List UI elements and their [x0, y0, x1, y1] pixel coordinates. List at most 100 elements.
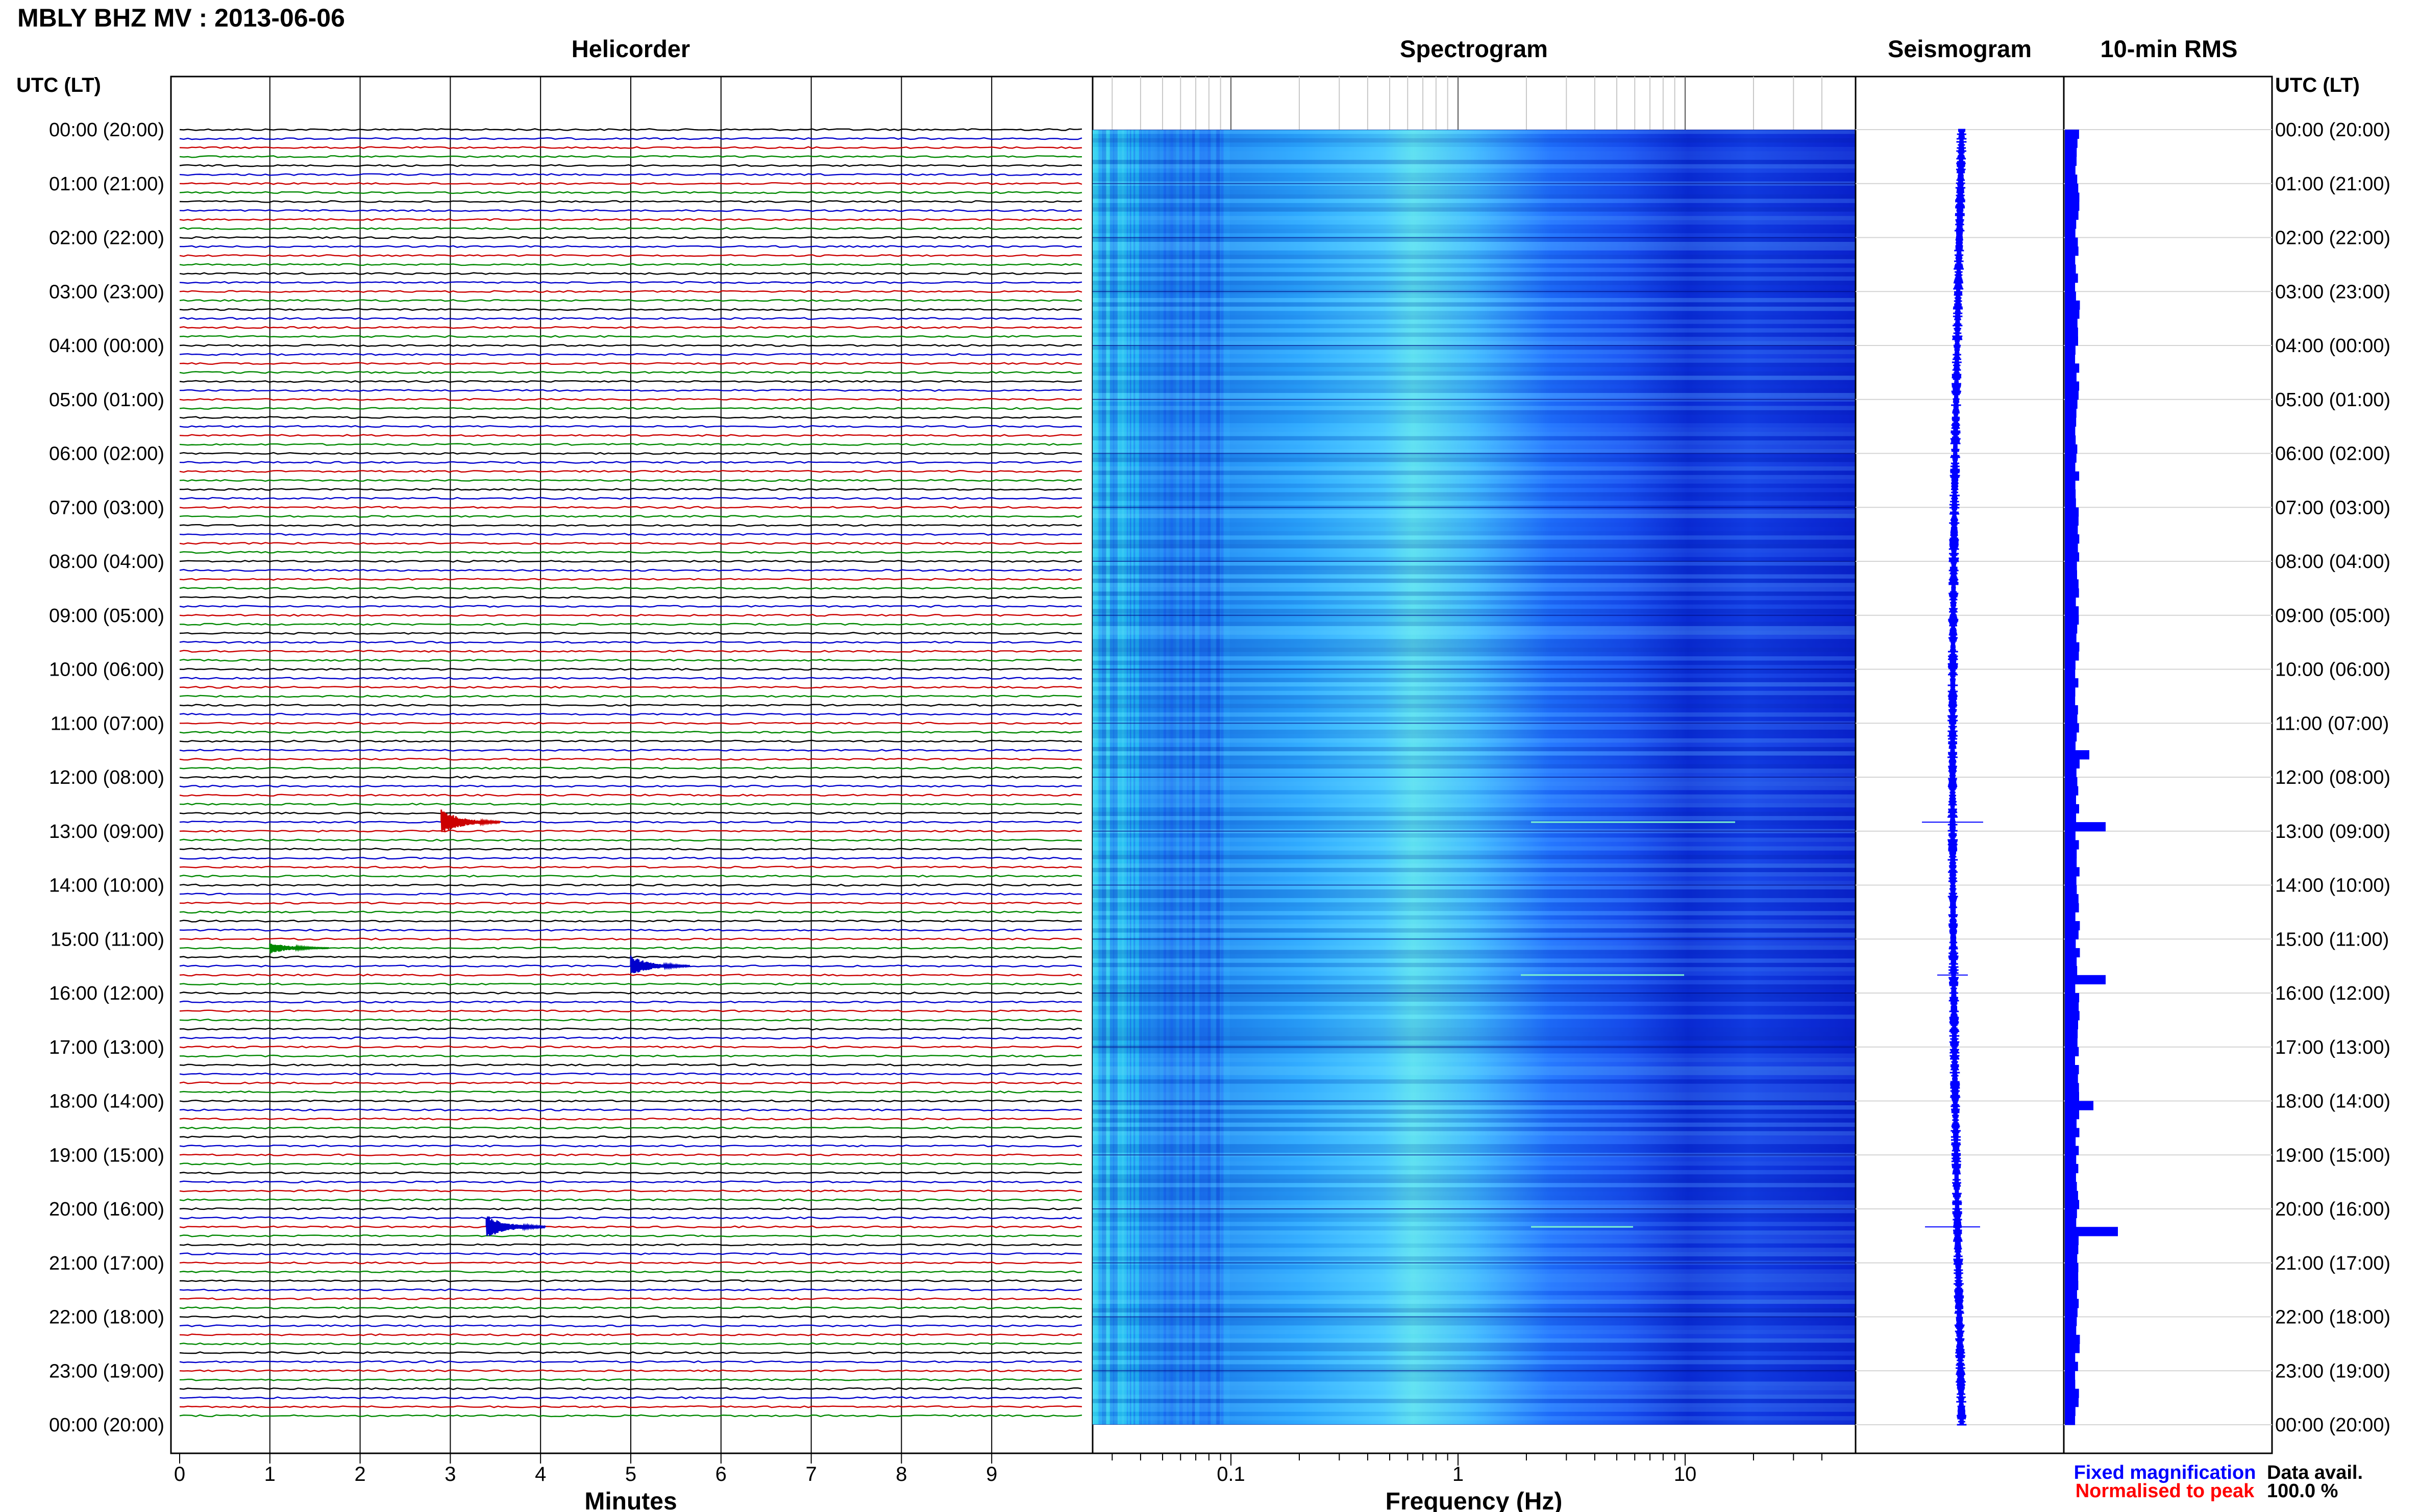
spectrogram-band — [1093, 976, 1856, 980]
rms-bar — [2065, 1353, 2076, 1362]
helicorder-trace — [179, 469, 1082, 473]
seismic-event — [485, 1216, 547, 1236]
spectrogram-band — [1093, 755, 1856, 760]
spectrogram-band — [1093, 1109, 1856, 1114]
rms-bar — [2065, 687, 2076, 697]
spectrogram-band — [1093, 475, 1856, 480]
rms-bar — [2065, 228, 2076, 238]
helicorder-trace — [179, 947, 1082, 950]
spectrogram-band — [1093, 911, 1856, 915]
x-tick-label: 2 — [354, 1463, 365, 1485]
spectrogram-band — [1093, 513, 1856, 518]
spectrogram-band — [1093, 790, 1856, 795]
spectrogram-band — [1093, 1347, 1856, 1352]
rms-bar — [2065, 372, 2077, 382]
time-label-right: 06:00 (02:00) — [2275, 443, 2390, 465]
helicorder-trace — [179, 1171, 1082, 1175]
spectrogram-band — [1093, 1243, 1856, 1248]
spectrogram-band — [1093, 207, 1856, 212]
spectrogram-band — [1093, 906, 1856, 911]
spectrogram-band — [1093, 557, 1856, 561]
spectrogram-band — [1093, 194, 1856, 199]
helicorder-panel: 0 1 2 3 4 5 6 7 8 9 — [170, 76, 1094, 1485]
rms-bar — [2065, 282, 2076, 292]
rms-bar — [2065, 345, 2076, 355]
rms-bar — [2065, 1002, 2079, 1011]
helicorder-trace — [179, 883, 1082, 887]
rms-bar — [2065, 660, 2076, 670]
rms-bar — [2065, 885, 2077, 895]
spectrogram-band — [1093, 535, 1856, 540]
spectrogram-band — [1093, 569, 1856, 575]
helicorder-trace — [179, 1144, 1082, 1148]
time-label-right: 00:00 (20:00) — [2275, 1415, 2390, 1436]
spectrogram-band — [1093, 1178, 1856, 1183]
spectrogram-band — [1093, 458, 1856, 462]
rms-bar — [2065, 318, 2078, 328]
time-label-left: 01:00 (21:00) — [49, 173, 164, 195]
rms-bar — [2065, 624, 2078, 634]
rms-bar — [2065, 1272, 2079, 1281]
seismogram-trace — [1947, 129, 1967, 1426]
rms-bar — [2065, 1406, 2076, 1416]
helicorder-trace — [179, 1333, 1082, 1336]
helicorder-trace — [179, 182, 1082, 185]
spectrogram-band — [1093, 1217, 1856, 1222]
rms-bar — [2065, 1020, 2078, 1030]
rms-bar — [2065, 183, 2079, 193]
spectrogram-band — [1093, 1222, 1856, 1226]
spectrogram-band — [1093, 384, 1856, 389]
rms-bar — [2065, 1011, 2080, 1021]
rms-bar — [2065, 1235, 2079, 1246]
time-label-right: 13:00 (09:00) — [2275, 821, 2390, 842]
rms-bar — [2065, 633, 2077, 643]
spectrogram-band — [1093, 1157, 1856, 1161]
rms-bar — [2065, 966, 2078, 976]
spectrogram-band — [1093, 358, 1856, 363]
spectrogram-band — [1093, 639, 1856, 643]
spectrogram-band — [1093, 1092, 1856, 1097]
spectrogram-band — [1093, 807, 1856, 812]
helicorder-trace — [179, 1126, 1082, 1130]
spectrogram-band — [1093, 509, 1856, 514]
rms-bar — [2065, 417, 2077, 427]
rms-bar — [2065, 300, 2080, 310]
helicorder-trace — [179, 1189, 1082, 1193]
spectrogram-band — [1093, 1139, 1856, 1145]
rms-bar — [2065, 1119, 2077, 1128]
spectrogram-band — [1093, 1135, 1856, 1140]
spectrogram-band — [1093, 846, 1856, 851]
spectrogram-band — [1093, 958, 1856, 963]
time-label-left: 20:00 (16:00) — [49, 1199, 164, 1220]
spectrogram-band — [1093, 1325, 1856, 1330]
spectrogram-band — [1093, 1269, 1856, 1274]
helicorder-trace — [179, 667, 1082, 671]
spectrogram-band — [1093, 410, 1856, 415]
spectrogram-band — [1093, 729, 1856, 734]
spectrogram-band — [1093, 712, 1856, 717]
rms-bar — [2065, 984, 2076, 994]
seismic-event — [630, 955, 690, 973]
rms-bar — [2065, 1389, 2079, 1398]
time-label-right: 21:00 (17:00) — [2275, 1253, 2390, 1274]
spectrogram-band — [1093, 596, 1856, 601]
rms-bar — [2065, 237, 2078, 247]
spectrogram-band — [1093, 954, 1856, 959]
spectrogram-band — [1093, 203, 1856, 208]
helicorder-trace — [179, 371, 1082, 374]
rms-bar — [2065, 795, 2076, 805]
spectrogram-band — [1093, 341, 1856, 345]
helicorder-trace — [179, 1009, 1082, 1013]
spectrogram-band — [1093, 1230, 1856, 1235]
helicorder-trace — [179, 254, 1082, 257]
helicorder-trace — [179, 1243, 1082, 1247]
spectrogram-band — [1093, 1377, 1856, 1382]
spectrogram-band — [1093, 630, 1856, 635]
helicorder-trace — [179, 1360, 1082, 1364]
helicorder-trace — [179, 829, 1082, 833]
spectrogram-band — [1093, 367, 1856, 371]
helicorder-trace — [179, 1000, 1082, 1004]
spectrogram-band — [1093, 1312, 1856, 1317]
rms-bar — [2065, 453, 2077, 463]
